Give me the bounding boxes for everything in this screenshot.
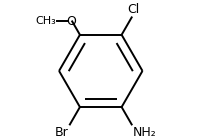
- Text: Br: Br: [55, 126, 68, 139]
- Text: NH₂: NH₂: [133, 126, 157, 139]
- Text: CH₃: CH₃: [35, 16, 56, 26]
- Text: Cl: Cl: [127, 3, 139, 16]
- Text: O: O: [66, 15, 76, 28]
